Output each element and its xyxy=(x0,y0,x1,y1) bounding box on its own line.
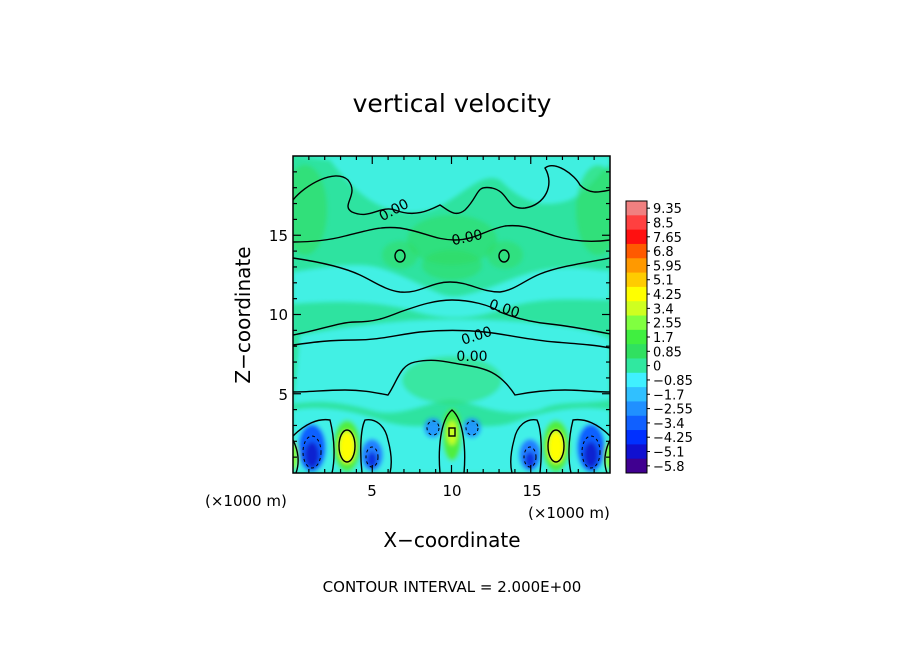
colorbar-label: 5.1 xyxy=(653,274,674,289)
colorbar-label: 9.35 xyxy=(653,202,682,217)
chart-title: vertical velocity xyxy=(353,89,552,118)
contour-center-box xyxy=(448,427,456,437)
colorbar-swatch xyxy=(626,458,647,474)
colorbar-label: 2.55 xyxy=(653,317,682,332)
colorbar-label: 6.8 xyxy=(653,245,674,260)
colorbar-swatch xyxy=(626,430,647,445)
plot-area: 0.00 0.00 0.00 0.00 0.00 xyxy=(293,156,610,473)
colorbar: 9.358.57.656.85.955.14.253.42.551.70.850… xyxy=(626,201,693,475)
colorbar-swatch xyxy=(626,272,647,288)
x-unit-left: (×1000 m) xyxy=(205,492,287,510)
colorbar-label: 8.5 xyxy=(653,216,674,231)
contour-surface-right-2 xyxy=(509,418,542,473)
x-tick-label: 15 xyxy=(522,482,541,500)
colorbar-label: −5.8 xyxy=(653,460,685,475)
contour-zero-mid xyxy=(293,299,610,336)
y-tick-label: 5 xyxy=(278,386,288,404)
colorbar-label: −4.25 xyxy=(653,431,693,446)
contour-yellow-cell-1 xyxy=(338,429,356,463)
contour-surface-center xyxy=(438,409,466,473)
neg-contour-4 xyxy=(465,420,479,436)
contour-lines xyxy=(293,165,610,473)
colorbar-swatch xyxy=(626,415,647,431)
colorbar-swatch xyxy=(626,315,647,331)
contour-surface-left xyxy=(293,418,335,473)
colorbar-label: 5.95 xyxy=(653,259,682,274)
y-tick-label: 10 xyxy=(269,306,288,324)
colorbar-label: 7.65 xyxy=(653,231,682,246)
contour-small-left xyxy=(394,249,406,263)
colorbar-label: −0.85 xyxy=(653,374,693,389)
colorbar-swatch xyxy=(626,286,647,302)
axis-ticks xyxy=(293,156,610,473)
contour-lines-negative xyxy=(302,420,601,469)
contour-yellow-cell-3 xyxy=(547,429,565,463)
contour-surface-left-2 xyxy=(360,418,393,473)
colorbar-label: −1.7 xyxy=(653,388,685,403)
colorbar-label: −3.4 xyxy=(653,417,685,432)
x-tick-label: 5 xyxy=(367,482,377,500)
updraft-cell-2-core xyxy=(447,421,457,445)
neg-contour-5 xyxy=(523,446,537,468)
contour-zero-upper-3 xyxy=(293,257,610,293)
contour-zero-mid-2 xyxy=(293,329,610,349)
contour-interval-note: CONTOUR INTERVAL = 2.000E+00 xyxy=(323,578,582,596)
contour-surface-right xyxy=(568,418,610,473)
colorbar-swatch xyxy=(626,301,647,317)
contour-label: 0.00 xyxy=(456,349,487,365)
colorbar-label: 1.7 xyxy=(653,331,674,346)
colorbar-label: −5.1 xyxy=(653,446,685,461)
neg-contour-3 xyxy=(426,420,440,436)
colorbar-swatch xyxy=(626,344,647,359)
x-axis-label: X−coordinate xyxy=(383,528,520,552)
colorbar-frame xyxy=(625,200,648,474)
y-tick-label: 15 xyxy=(269,227,288,245)
cyan-region-top xyxy=(293,156,610,213)
colorbar-swatch xyxy=(626,444,647,460)
contour-zero-lower xyxy=(293,359,610,396)
contour-small-right xyxy=(498,249,510,263)
neg-contour-6 xyxy=(581,435,601,469)
blue-cell-6-core xyxy=(584,442,598,468)
green-patch-5 xyxy=(382,241,418,269)
colorbar-swatch xyxy=(626,243,647,259)
contour-edge-right xyxy=(604,439,610,473)
colorbar-swatch xyxy=(626,215,647,231)
updraft-cell-3-core xyxy=(548,431,564,463)
colorbar-swatch xyxy=(626,387,647,402)
contour-label: 0.00 xyxy=(450,227,484,249)
blue-cell-1-core xyxy=(305,442,319,468)
colorbar-swatch xyxy=(626,401,647,417)
green-patch-4 xyxy=(422,250,482,280)
colorbar-label: 3.4 xyxy=(653,302,674,317)
y-axis-label: Z−coordinate xyxy=(231,246,255,383)
x-tick-label: 10 xyxy=(442,482,461,500)
contour-zero-upper-2 xyxy=(293,224,610,243)
green-patch-1 xyxy=(293,165,327,255)
colorbar-label: 0.85 xyxy=(653,345,682,360)
x-unit-right: (×1000 m) xyxy=(528,504,610,522)
colorbar-swatch xyxy=(626,329,647,345)
green-patch-6 xyxy=(487,241,523,269)
blue-cell-5-core xyxy=(525,452,535,468)
contour-zero-upper xyxy=(293,165,610,216)
colorbar-swatch xyxy=(626,258,647,274)
colorbar-swatch xyxy=(626,358,647,374)
colorbar-label: 0 xyxy=(653,360,661,375)
blue-cell-2-core xyxy=(367,452,377,468)
colorbar-label: −2.55 xyxy=(653,403,693,418)
neg-contour-1 xyxy=(302,435,322,469)
contour-edge-left xyxy=(293,439,299,473)
field-shading xyxy=(293,156,610,473)
colorbar-swatch xyxy=(626,201,647,216)
colorbar-label: 4.25 xyxy=(653,288,682,303)
colorbar-swatch xyxy=(626,229,647,245)
updraft-cell-1-core xyxy=(339,431,355,463)
green-patch-2 xyxy=(576,165,610,255)
colorbar-swatch xyxy=(626,372,647,388)
